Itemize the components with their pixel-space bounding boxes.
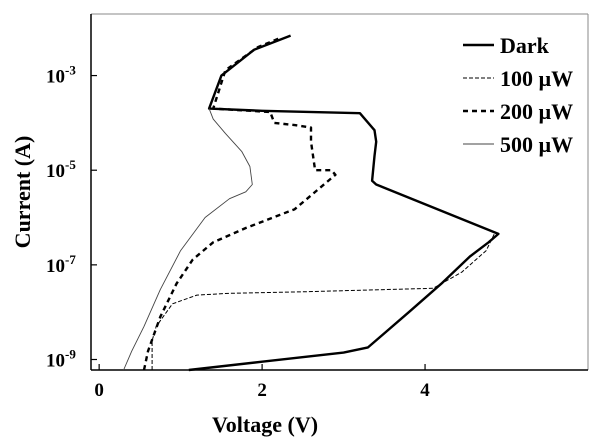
y-tick-label: 10-3 [46,63,76,88]
y-axis-title: Current (A) [10,136,35,249]
x-tick-label: 2 [257,380,267,401]
legend-label: 100 µW [500,66,573,91]
series-line-200-w [142,37,337,371]
y-tick-label: 10-5 [46,157,76,182]
legend-label: Dark [500,33,550,58]
x-axis-ticks: 0 2 4 [94,364,430,401]
series-line-dark [188,34,500,372]
x-tick-label: 4 [420,380,430,401]
series-line-500-w [123,108,253,371]
y-tick-label: 10-7 [46,252,76,277]
y-axis-ticks: 10-9 10-7 10-5 10-3 [46,63,97,372]
legend-label: 500 µW [500,132,573,157]
legend-label: 200 µW [500,99,573,124]
x-tick-label: 0 [94,380,104,401]
plot-frame [90,13,589,371]
series-line-100-w [151,233,495,370]
x-axis-title: Voltage (V) [212,412,318,437]
series-layer [123,34,500,372]
y-tick-label: 10-9 [46,347,76,372]
legend: Dark 100 µW 200 µW 500 µW [463,33,573,157]
